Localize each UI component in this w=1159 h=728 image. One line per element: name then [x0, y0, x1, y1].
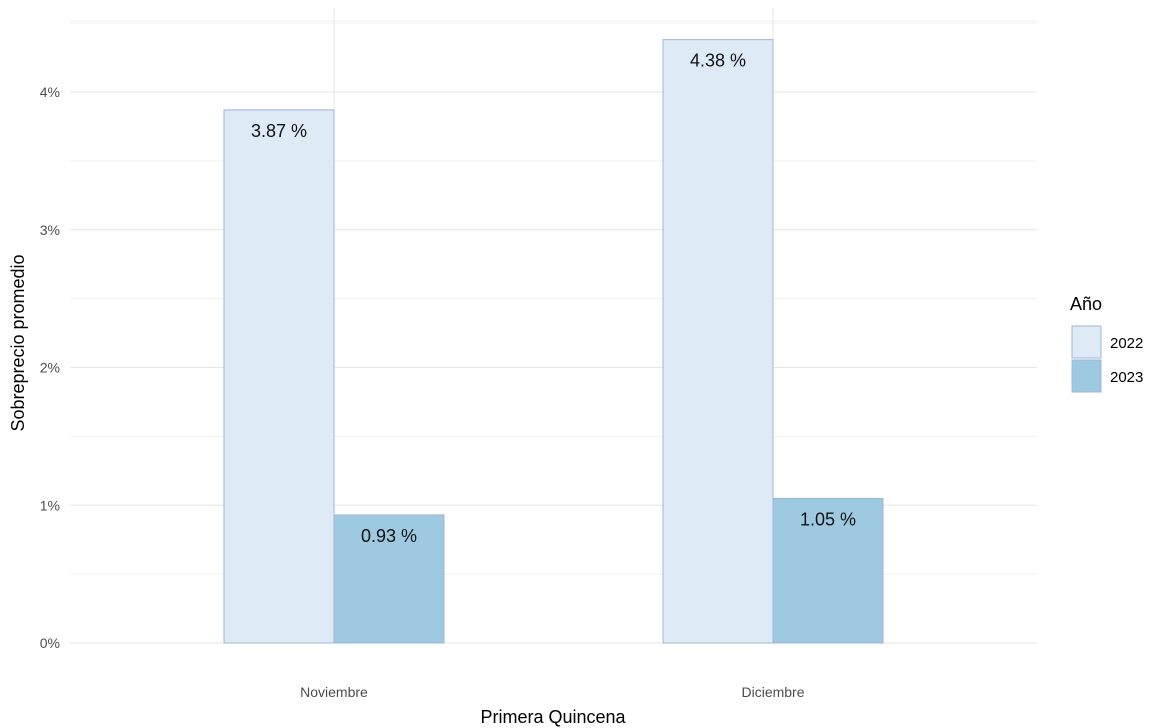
bar [662, 39, 774, 644]
data-label: 4.38 % [690, 51, 746, 71]
y-tick-label: 0% [40, 635, 60, 651]
y-tick-label: 2% [40, 360, 60, 376]
legend: Año 2022 2023 [1070, 294, 1143, 393]
data-label: 1.05 % [800, 509, 856, 529]
legend-title: Año [1070, 294, 1102, 314]
bar [333, 514, 445, 644]
y-tick-label: 3% [40, 222, 60, 238]
data-label: 0.93 % [361, 526, 417, 546]
bar [223, 109, 335, 644]
legend-label: 2023 [1110, 369, 1143, 386]
x-axis-title: Primera Quincena [480, 707, 626, 727]
bars [223, 39, 884, 644]
y-axis-ticks: 0% 1% 2% 3% 4% [40, 84, 60, 651]
y-tick-label: 1% [40, 497, 60, 513]
y-tick-label: 4% [40, 84, 60, 100]
legend-swatch [1071, 359, 1102, 393]
data-label: 3.87 % [251, 121, 307, 141]
legend-swatch [1071, 325, 1102, 359]
legend-label: 2022 [1110, 335, 1143, 352]
y-axis-title: Sobreprecio promedio [8, 254, 28, 431]
x-tick-label: Diciembre [741, 684, 804, 700]
major-gridlines [70, 8, 1037, 644]
minor-gridlines [70, 20, 1037, 575]
bar [772, 497, 884, 644]
x-tick-label: Noviembre [300, 684, 368, 700]
x-axis-ticks: Noviembre Diciembre [300, 684, 805, 700]
data-labels: 3.87 % 0.93 % 4.38 % 1.05 % [251, 51, 856, 546]
